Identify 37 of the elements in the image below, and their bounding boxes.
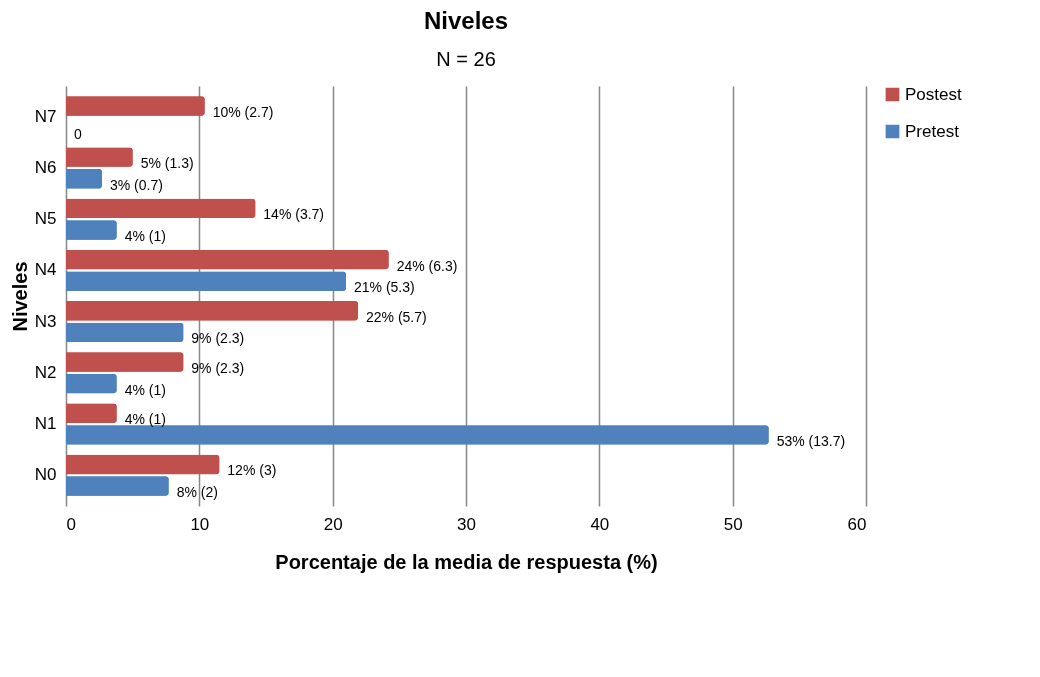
x-tick-label: 0 [66,514,76,534]
data-label: 4% (1) [124,227,166,244]
data-label: 3% (0.7) [110,176,163,193]
data-label: 4% (1) [124,411,166,428]
legend-label: Postest [905,84,962,104]
data-label: 12% (3) [227,462,277,479]
y-tick-label: N7 [34,106,57,126]
data-label: 10% (2.7) [212,103,274,120]
data-label: 53% (13.7) [776,432,846,449]
data-label: 0 [74,125,82,142]
x-tick-label: 30 [457,514,476,534]
data-label: 14% (3.7) [263,206,325,223]
y-axis-title: Niveles [8,261,31,332]
data-label: 9% (2.3) [191,330,245,347]
x-tick-label: 60 [847,514,867,534]
data-label: 22% (5.7) [366,308,427,325]
y-tick-label: N5 [34,209,57,229]
y-tick-label: N4 [34,260,57,280]
data-label: 21% (5.3) [354,279,415,296]
y-tick-label: N2 [34,362,57,382]
x-tick-label: 10 [190,514,210,534]
x-tick-label: 40 [590,514,610,534]
data-label: 5% (1.3) [140,155,194,172]
legend-label: Pretest [905,121,960,141]
data-label: 24% (6.3) [396,257,458,274]
y-tick-label: N6 [34,157,57,177]
x-tick-label: 20 [323,514,343,534]
y-tick-label: N1 [34,414,57,434]
data-label: 8% (2) [176,484,218,501]
x-tick-label: 50 [723,514,743,534]
chart-title: Niveles [423,7,509,34]
chart-subtitle: N = 26 [436,48,496,70]
x-axis-title: Porcentaje de la media de respuesta (%) [275,550,658,573]
y-tick-label: N0 [34,465,57,485]
data-label: 4% (1) [124,381,166,398]
data-label: 9% (2.3) [191,360,245,377]
y-tick-label: N3 [34,311,57,331]
